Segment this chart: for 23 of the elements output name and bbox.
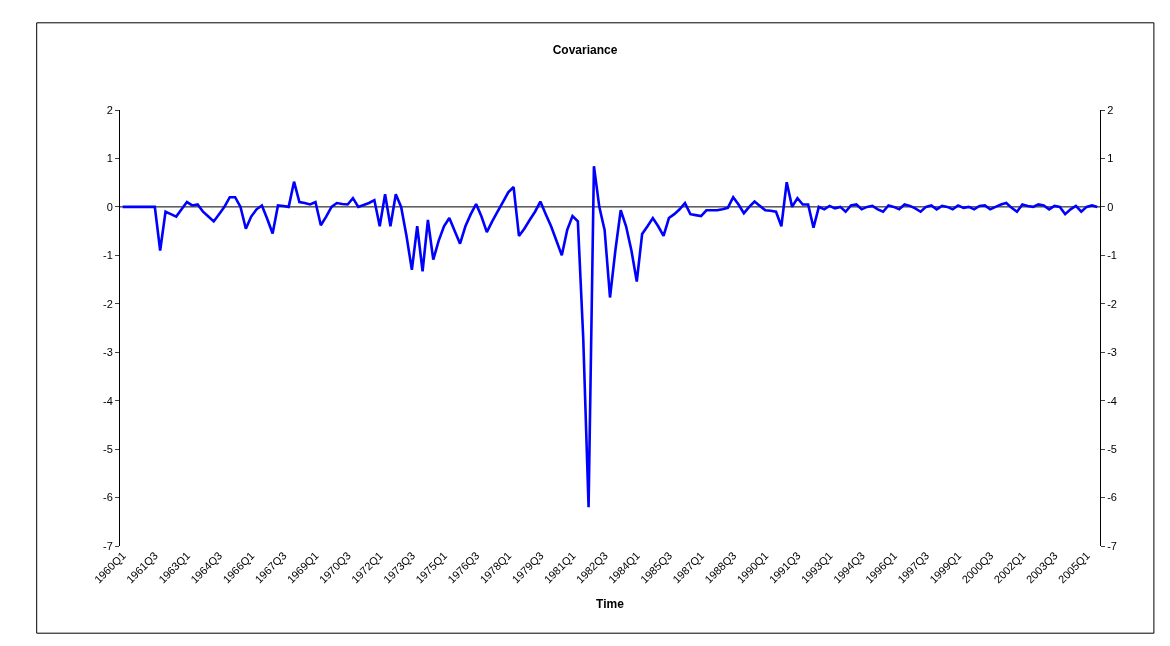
y2-tick-label: -5 (1107, 442, 1117, 455)
y-tick-label: -2 (103, 297, 113, 310)
y-tick-label: -7 (103, 539, 113, 552)
y-tick-label: 1 (106, 152, 113, 165)
chart-title: Covariance (552, 42, 618, 57)
x-axis-title: Time (596, 597, 625, 612)
y2-tick-label: -1 (1107, 249, 1117, 262)
y2-tick-label: -4 (1107, 394, 1117, 407)
y2-tick-label: -3 (1107, 346, 1117, 359)
y-tick-label: -3 (103, 346, 113, 359)
y2-tick-label: 2 (1107, 103, 1114, 116)
y-tick-label: -5 (103, 442, 113, 455)
y-tick-label: 2 (106, 103, 113, 116)
y-tick-label: 0 (106, 200, 113, 213)
y-tick-label: -4 (103, 394, 113, 407)
y2-tick-label: -6 (1107, 491, 1117, 504)
y2-tick-label: -7 (1107, 539, 1117, 552)
y-tick-label: -6 (103, 491, 113, 504)
line-series (121, 164, 1099, 509)
y2-tick-label: -2 (1107, 297, 1117, 310)
y-tick-label: -1 (103, 249, 113, 262)
y2-tick-label: 1 (1107, 152, 1114, 165)
y2-tick-label: 0 (1107, 200, 1114, 213)
